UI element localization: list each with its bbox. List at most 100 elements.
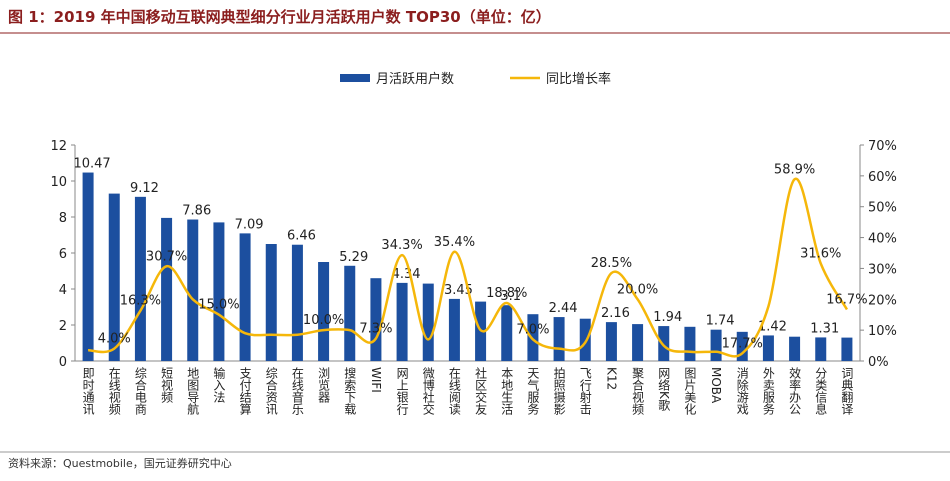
line-value-label: 35.4% [434,235,475,250]
bar [239,233,251,361]
x-tick-label: 效率办公 [788,366,802,415]
line-value-label: 17.7% [722,336,763,351]
bar-value-label: 1.74 [706,314,735,329]
y2-tick-label: 70% [868,139,897,154]
bar-value-label: 6.46 [287,229,316,244]
source: 资料来源：Questmobile，国元证券研究中心 [8,456,232,470]
bar [789,336,801,361]
bar [605,322,617,361]
x-tick-label: 飞行射击 [578,367,592,415]
line-value-label: 30.7% [146,249,187,264]
y-tick-label: 8 [59,211,67,226]
x-tick-label: 浏览器 [317,367,331,404]
bar-value-label: 10.47 [73,157,110,172]
x-tick-label: 在线视频 [107,367,121,416]
bar [344,265,356,361]
bar [291,244,303,361]
bar-value-label: 7.86 [182,204,211,219]
x-tick-label: 在线音乐 [290,367,304,415]
line-value-label: 20.0% [617,282,658,297]
bar [108,193,120,361]
growth-line [88,177,849,358]
y2-tick-label: 30% [868,262,897,277]
x-tick-label: 本地生活 [500,367,514,415]
x-tick-label: 聚合视频 [631,367,645,416]
bar [579,318,591,361]
bar [265,244,277,361]
x-tick-label: 天气服务 [526,367,540,415]
y-tick-label: 6 [59,247,67,262]
x-tick-label: 输入法 [212,366,226,403]
bar [318,262,330,361]
bar-value-label: 4.34 [392,267,421,282]
x-tick-label: 微博社交 [421,367,435,416]
bar [501,305,513,361]
x-tick-label: 搜索下载 [343,366,357,416]
x-tick-label: 支付结算 [238,367,252,415]
x-tick-label: 即时通讯 [81,367,95,416]
x-tick-label: 综合资讯 [264,367,278,416]
x-tick-label: 综合电商 [133,367,147,416]
line-value-label: 31.6% [800,246,841,261]
bar-value-label: 2.16 [601,306,630,321]
bar [762,335,774,361]
x-tick-label: 网络K歌 [657,367,671,411]
bar [422,283,434,361]
legend-label: 同比增长率 [546,71,611,87]
bar [841,337,853,361]
y-tick-label: 2 [59,319,67,334]
x-tick-label: 在线阅读 [447,367,461,416]
bar-value-label: 5.29 [339,250,368,265]
line-value-label: 16.3% [120,294,161,309]
x-tick-label: 外卖服务 [761,367,775,415]
y2-tick-label: 40% [868,232,897,247]
bar [527,314,539,361]
y-tick-label: 10 [50,175,67,190]
x-tick-label: WIFI [369,367,383,393]
bar-value-label: 3.45 [444,283,473,298]
y-tick-label: 12 [50,139,67,154]
bar [396,282,408,361]
line-value-label: 18.8% [486,286,527,301]
line-value-label: 4.0% [98,332,131,347]
x-tick-label: 短视频 [160,367,174,404]
bar [213,222,225,361]
bar-value-label: 1.31 [810,321,839,336]
x-tick-label: 消除游戏 [735,367,749,416]
bar [448,298,460,361]
x-tick-label: 地图导航 [186,367,200,416]
bar-value-label: 3.1 [500,289,521,304]
y2-tick-label: 10% [868,324,897,339]
bar [370,278,382,361]
x-tick-label: K12 [604,367,618,390]
x-tick-label: 网上银行 [395,367,409,415]
legend-label: 月活跃用户数 [376,71,454,87]
line-value-label: 16.7% [826,292,867,307]
x-tick-label: 社区交友 [474,366,488,415]
legend-swatch [340,74,370,82]
y-tick-label: 4 [59,283,67,298]
bar [134,196,146,361]
line-value-label: 34.3% [381,238,422,253]
y2-tick-label: 50% [868,201,897,216]
line-value-label: 7.3% [359,321,392,336]
bar-value-label: 7.09 [235,217,264,232]
bar [82,172,94,361]
line-value-label: 10.0% [303,313,344,328]
bar-value-label: 2.44 [549,301,578,316]
y2-tick-label: 60% [868,170,897,185]
bar-value-label: 1.42 [758,319,787,334]
bar [684,326,696,361]
x-tick-label: 图片美化 [683,367,697,416]
line-value-label: 7.0% [516,322,549,337]
line-value-label: 58.9% [774,162,815,177]
bar [553,317,565,361]
bar [161,217,173,361]
y2-tick-label: 0% [868,355,889,370]
bar [736,331,748,361]
line-value-label: 15.0% [198,298,239,313]
bar-value-label: 1.94 [653,310,682,325]
y-tick-label: 0 [59,355,67,370]
x-tick-label: 分类信息 [814,367,828,415]
